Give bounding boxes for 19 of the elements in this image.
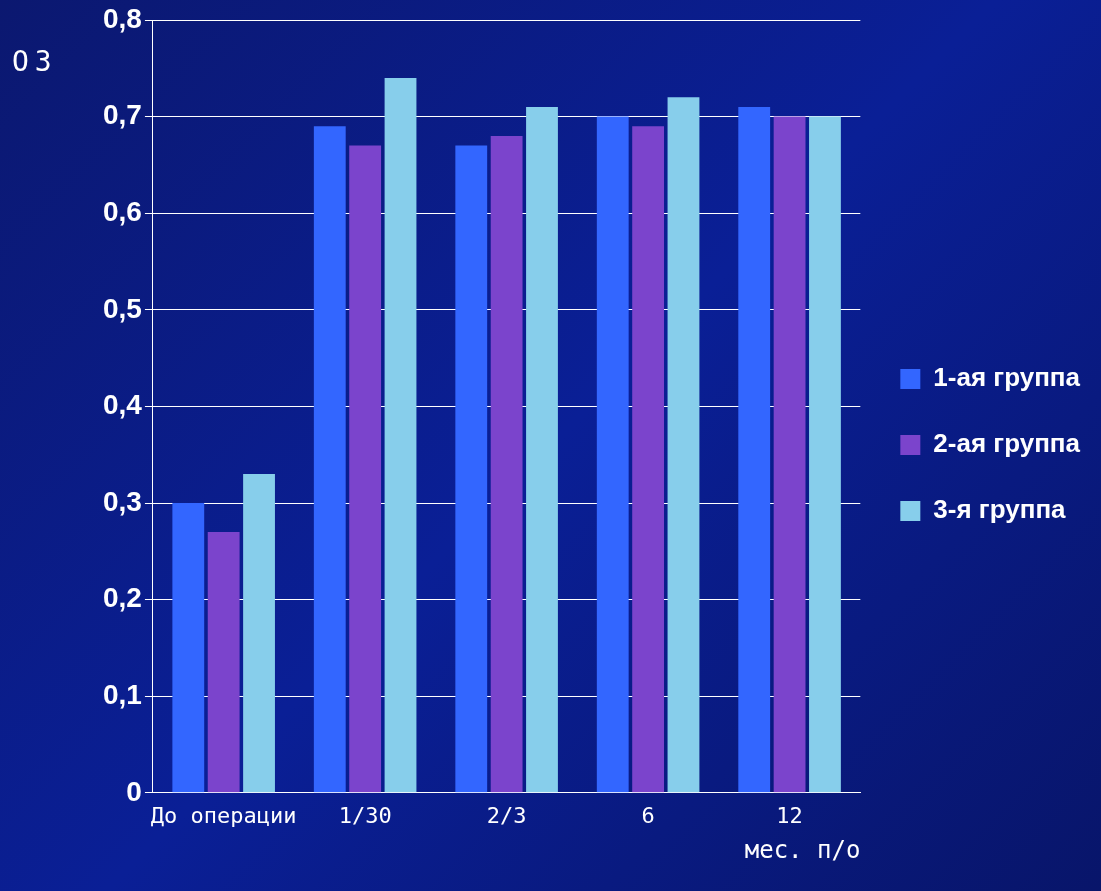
y-tick-label: 0,8	[102, 2, 142, 34]
y-tick-label: 0,6	[102, 195, 142, 227]
y-tick-label: 0	[126, 775, 142, 807]
y-tick-label: 0,2	[102, 582, 142, 614]
y-tick-label: 0,1	[102, 678, 142, 710]
x-tick-label: 6	[641, 802, 655, 828]
y-tick-label: 0,4	[102, 389, 143, 421]
x-axis-title: мес. п/о	[744, 835, 861, 864]
y-axis-title: ОЗ	[12, 45, 58, 78]
y-tick-label: 0,3	[102, 485, 142, 517]
x-tick-label: До операции	[150, 802, 297, 828]
y-tick-label: 0,5	[102, 292, 142, 324]
x-tick-label: 2/3	[486, 802, 527, 828]
y-tick-label: 0,7	[102, 99, 142, 131]
x-tick-label: 1/30	[338, 802, 392, 828]
legend-label: 1-ая группа	[933, 362, 1081, 393]
legend-label: 2-ая группа	[933, 428, 1081, 459]
legend-label: 3-я группа	[933, 494, 1067, 525]
x-tick-label: 12	[776, 802, 803, 828]
